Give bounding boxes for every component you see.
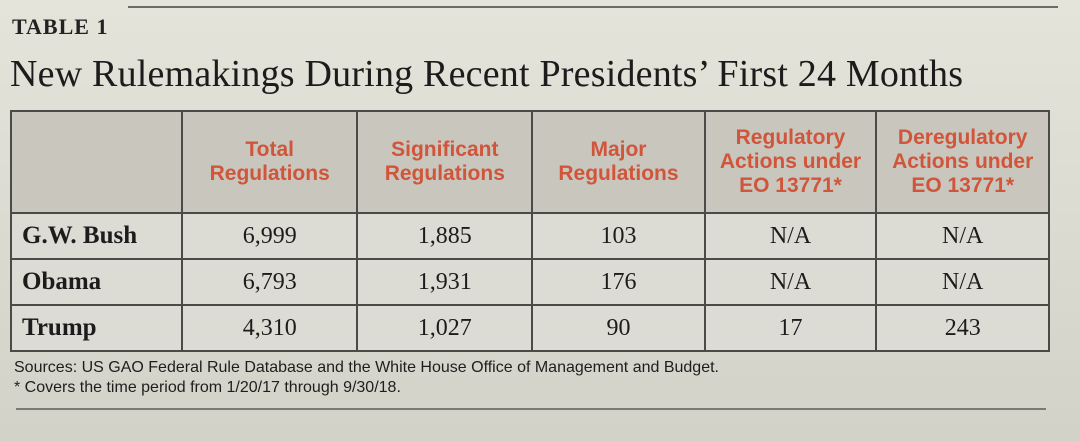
table-cell: 6,999 <box>181 212 359 260</box>
table-cell: 103 <box>531 212 706 260</box>
table-row: Trump 4,310 1,027 90 17 243 <box>9 304 1050 352</box>
table-cell: 17 <box>703 304 878 352</box>
header-corner <box>9 110 184 214</box>
top-divider <box>128 6 1058 8</box>
row-label: Obama <box>9 258 184 306</box>
sources-note: Sources: US GAO Federal Rule Database an… <box>14 359 719 376</box>
header-deregulatory-actions: Deregulatory Actions under EO 13771* <box>875 110 1050 214</box>
table-cell: 4,310 <box>181 304 359 352</box>
table-cell: N/A <box>875 212 1050 260</box>
table-cell: 1,885 <box>356 212 534 260</box>
header-total-regulations: Total Regulations <box>181 110 359 214</box>
table-cell: N/A <box>703 212 878 260</box>
table-notes: Sources: US GAO Federal Rule Database an… <box>14 358 719 398</box>
table-cell: 1,027 <box>356 304 534 352</box>
table-cell: 1,931 <box>356 258 534 306</box>
header-major-regulations: Major Regulations <box>531 110 706 214</box>
table-cell: 90 <box>531 304 706 352</box>
table-title: New Rulemakings During Recent Presidents… <box>10 53 964 95</box>
row-label: Trump <box>9 304 184 352</box>
header-regulatory-actions: Regulatory Actions under EO 13771* <box>703 110 878 214</box>
rulemakings-table: Total Regulations Significant Regulation… <box>9 110 1050 352</box>
table-row: Obama 6,793 1,931 176 N/A N/A <box>9 258 1050 306</box>
header-row: Total Regulations Significant Regulation… <box>9 110 1050 214</box>
table-cell: 6,793 <box>181 258 359 306</box>
table-row: G.W. Bush 6,999 1,885 103 N/A N/A <box>9 212 1050 260</box>
table-label: TABLE 1 <box>12 14 109 39</box>
footnote: * Covers the time period from 1/20/17 th… <box>14 379 401 396</box>
bottom-divider <box>16 408 1046 410</box>
table-cell: 176 <box>531 258 706 306</box>
table-cell: N/A <box>875 258 1050 306</box>
table-cell: 243 <box>875 304 1050 352</box>
header-significant-regulations: Significant Regulations <box>356 110 534 214</box>
row-label: G.W. Bush <box>9 212 184 260</box>
table-cell: N/A <box>703 258 878 306</box>
